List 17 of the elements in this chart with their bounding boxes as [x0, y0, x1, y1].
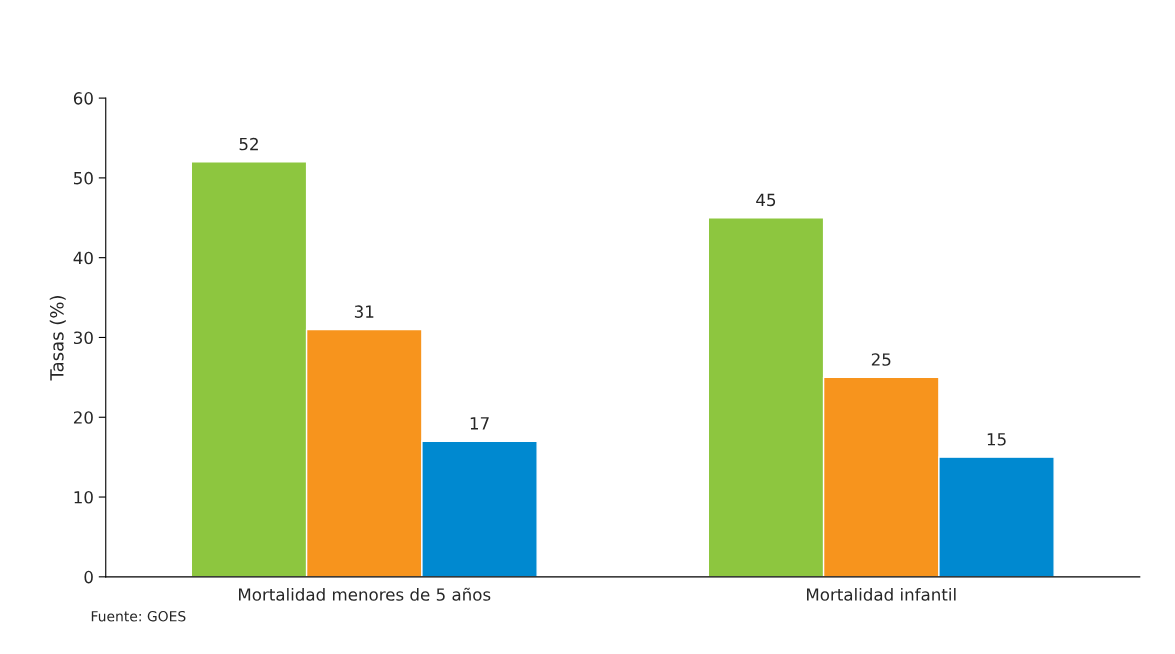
- y-tick-label: 0: [84, 570, 93, 584]
- data-label: 15: [987, 433, 1006, 446]
- data-label: 25: [871, 353, 891, 366]
- y-tick-label: 40: [73, 251, 93, 265]
- data-label: 31: [354, 305, 374, 318]
- y-tick-label: 50: [74, 171, 93, 185]
- y-axis-title: Tasas (%): [49, 296, 66, 381]
- data-label: 17: [470, 417, 489, 430]
- y-tick-label: 20: [73, 411, 93, 424]
- data-label: 45: [756, 193, 776, 207]
- y-tick-label: 10: [74, 491, 93, 504]
- source-note: Fuente: GOES: [91, 610, 186, 622]
- x-tick-label: Mortalidad infantil: [807, 587, 956, 601]
- y-tick-label: 30: [74, 331, 93, 345]
- data-label: 52: [239, 137, 258, 151]
- x-tick-label: Mortalidad menores de 5 años: [239, 587, 491, 601]
- y-tick-label: 60: [73, 92, 93, 105]
